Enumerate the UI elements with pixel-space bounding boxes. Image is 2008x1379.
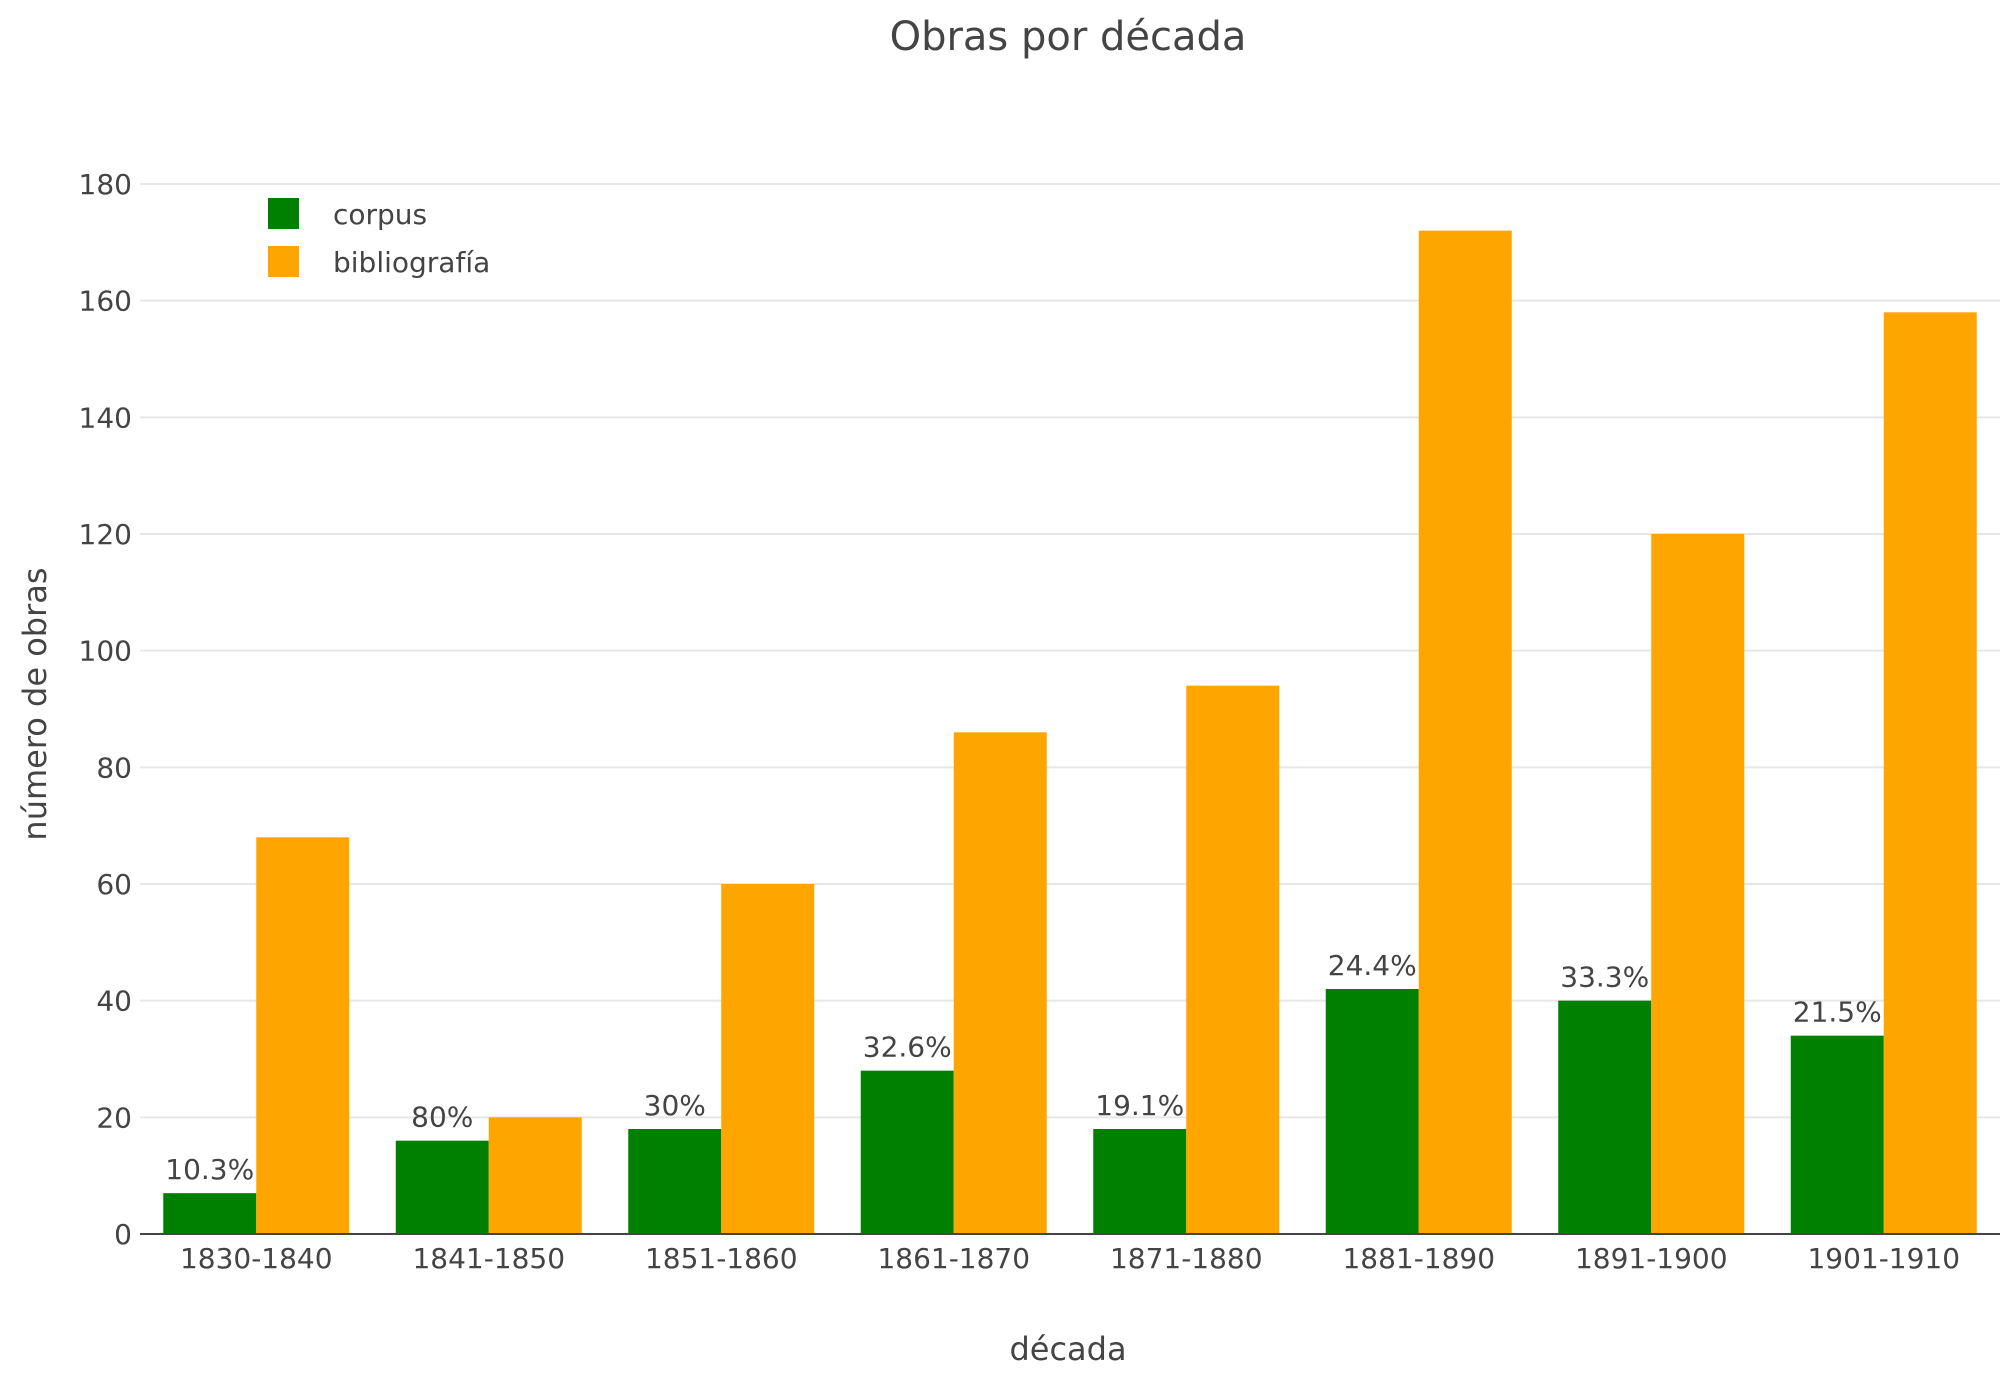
bar-corpus-1861-1870 (860, 1070, 954, 1234)
bar-bibliografia-1830-1840 (256, 837, 350, 1234)
legend-swatch-bibliografia (268, 246, 299, 277)
bar-bibliografia-1881-1890 (1418, 230, 1512, 1234)
y-tick-label: 80 (96, 751, 132, 784)
x-tick-label: 1841-1850 (412, 1242, 565, 1275)
chart-title: Obras por década (890, 14, 1247, 60)
bar-bibliografia-1841-1850 (488, 1117, 582, 1234)
x-axis-title: década (1009, 1330, 1126, 1368)
bar-bibliografia-1891-1900 (1651, 534, 1745, 1234)
bar-corpus-1891-1900 (1558, 1000, 1652, 1234)
data-label-corpus-1841-1850: 80% (411, 1101, 473, 1134)
legend: corpus bibliografía (268, 198, 490, 279)
x-tick-label: 1891-1900 (1575, 1242, 1728, 1275)
data-label-corpus-1861-1870: 32.6% (863, 1031, 952, 1064)
y-tick-label: 100 (79, 635, 132, 668)
data-label-corpus-1830-1840: 10.3% (165, 1153, 254, 1186)
data-labels: 10.3% 80% 30% 32.6% 19.1% 24.4% 33.3% 21.5% (165, 949, 1881, 1186)
legend-swatch-corpus (268, 198, 299, 229)
y-tick-label: 60 (96, 868, 132, 901)
bar-corpus-1841-1850 (395, 1140, 489, 1234)
y-tick-label: 20 (96, 1101, 132, 1134)
y-tick-label: 160 (79, 285, 132, 318)
x-tick-label: 1861-1870 (877, 1242, 1030, 1275)
y-axis-ticks: 0 20 40 60 80 100 120 140 160 180 (79, 168, 132, 1251)
bar-bibliografia-1901-1910 (1883, 312, 1977, 1234)
bar-corpus-1881-1890 (1325, 989, 1419, 1234)
x-tick-label: 1901-1910 (1807, 1242, 1960, 1275)
x-tick-label: 1871-1880 (1110, 1242, 1263, 1275)
bar-corpus-1851-1860 (628, 1129, 722, 1234)
y-tick-label: 40 (96, 985, 132, 1018)
legend-label-bibliografia: bibliografía (333, 246, 490, 279)
bar-corpus-1901-1910 (1790, 1035, 1884, 1234)
bar-corpus-1871-1880 (1093, 1129, 1187, 1234)
x-tick-label: 1881-1890 (1342, 1242, 1495, 1275)
bar-corpus-1830-1840 (163, 1193, 257, 1234)
x-axis-ticks: 1830-1840 1841-1850 1851-1860 1861-1870 1871… (180, 1242, 1960, 1275)
bar-bibliografia-1851-1860 (721, 884, 815, 1234)
y-tick-label: 180 (79, 168, 132, 201)
y-tick-label: 120 (79, 518, 132, 551)
data-label-corpus-1851-1860: 30% (644, 1089, 706, 1122)
data-label-corpus-1881-1890: 24.4% (1328, 949, 1417, 982)
y-tick-label: 140 (79, 401, 132, 434)
data-label-corpus-1901-1910: 21.5% (1793, 996, 1882, 1029)
legend-label-corpus: corpus (333, 198, 427, 231)
y-tick-label: 0 (114, 1218, 132, 1251)
x-tick-label: 1830-1840 (180, 1242, 333, 1275)
grid-lines (140, 183, 2000, 1119)
data-label-corpus-1871-1880: 19.1% (1095, 1089, 1184, 1122)
bars (163, 230, 1977, 1234)
x-tick-label: 1851-1860 (645, 1242, 798, 1275)
bar-bibliografia-1871-1880 (1186, 685, 1280, 1234)
y-axis-title: número de obras (16, 567, 54, 840)
data-label-corpus-1891-1900: 33.3% (1560, 961, 1649, 994)
bar-bibliografia-1861-1870 (953, 732, 1047, 1234)
